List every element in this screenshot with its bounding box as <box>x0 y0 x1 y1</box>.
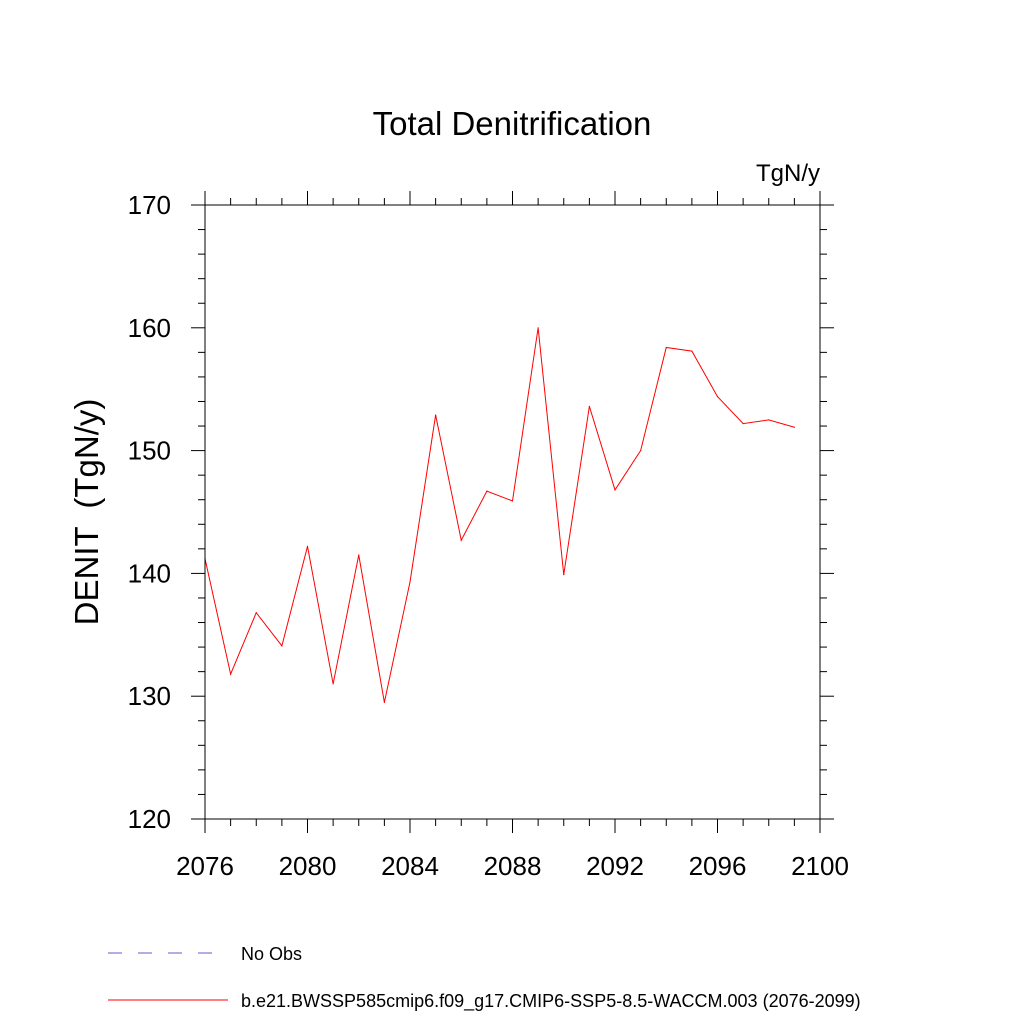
axes: 2076 2080 2084 2088 2092 2096 2100 120 130 140 150… <box>128 190 849 881</box>
data-point <box>563 574 565 576</box>
y-tick-label: 120 <box>128 804 171 834</box>
legend-label-1: b.e21.BWSSP585cmip6.f09_g17.CMIP6-SSP5-8… <box>241 991 861 1012</box>
data-point <box>588 405 590 407</box>
data-point <box>793 426 795 428</box>
x-tick-label: 2100 <box>791 851 849 881</box>
y-tick-label: 150 <box>128 436 171 466</box>
x-tick-label: 2080 <box>279 851 337 881</box>
legend: No Obs b.e21.BWSSP585cmip6.f09_g17.CMIP6-… <box>108 944 861 1012</box>
plot-area <box>204 327 795 703</box>
y-tick-label: 140 <box>128 558 171 588</box>
data-point <box>255 612 257 614</box>
data-point <box>486 490 488 492</box>
data-point <box>665 346 667 349</box>
x-tick-label: 2096 <box>689 851 747 881</box>
data-point <box>435 414 437 416</box>
data-point <box>332 683 334 685</box>
data-point <box>716 395 719 398</box>
legend-label-0: No Obs <box>241 944 302 964</box>
x-tick-label: 2084 <box>381 851 439 881</box>
units-label: TgN/y <box>756 160 820 187</box>
data-point <box>768 419 770 421</box>
data-point <box>409 581 411 583</box>
plot-frame <box>204 204 821 820</box>
data-point <box>537 327 539 329</box>
data-point <box>281 645 283 647</box>
x-tick-label: 2092 <box>586 851 644 881</box>
data-point <box>358 554 360 556</box>
data-point <box>511 500 514 502</box>
series-line-1 <box>204 327 795 703</box>
y-tick-label: 170 <box>128 190 171 220</box>
data-point <box>742 422 744 425</box>
data-point <box>614 489 616 491</box>
x-tick-label: 2076 <box>176 851 234 881</box>
data-point <box>691 350 693 352</box>
data-point <box>460 539 462 541</box>
data-point <box>640 450 642 452</box>
chart-title: Total Denitrification <box>373 105 652 142</box>
data-point <box>306 545 309 547</box>
y-tick-label: 130 <box>128 681 171 711</box>
x-tick-label: 2088 <box>484 851 542 881</box>
data-point <box>383 701 385 703</box>
data-point <box>230 673 232 675</box>
y-tick-label: 160 <box>128 313 171 343</box>
y-axis-label: DENIT (TgN/y) <box>68 399 105 626</box>
